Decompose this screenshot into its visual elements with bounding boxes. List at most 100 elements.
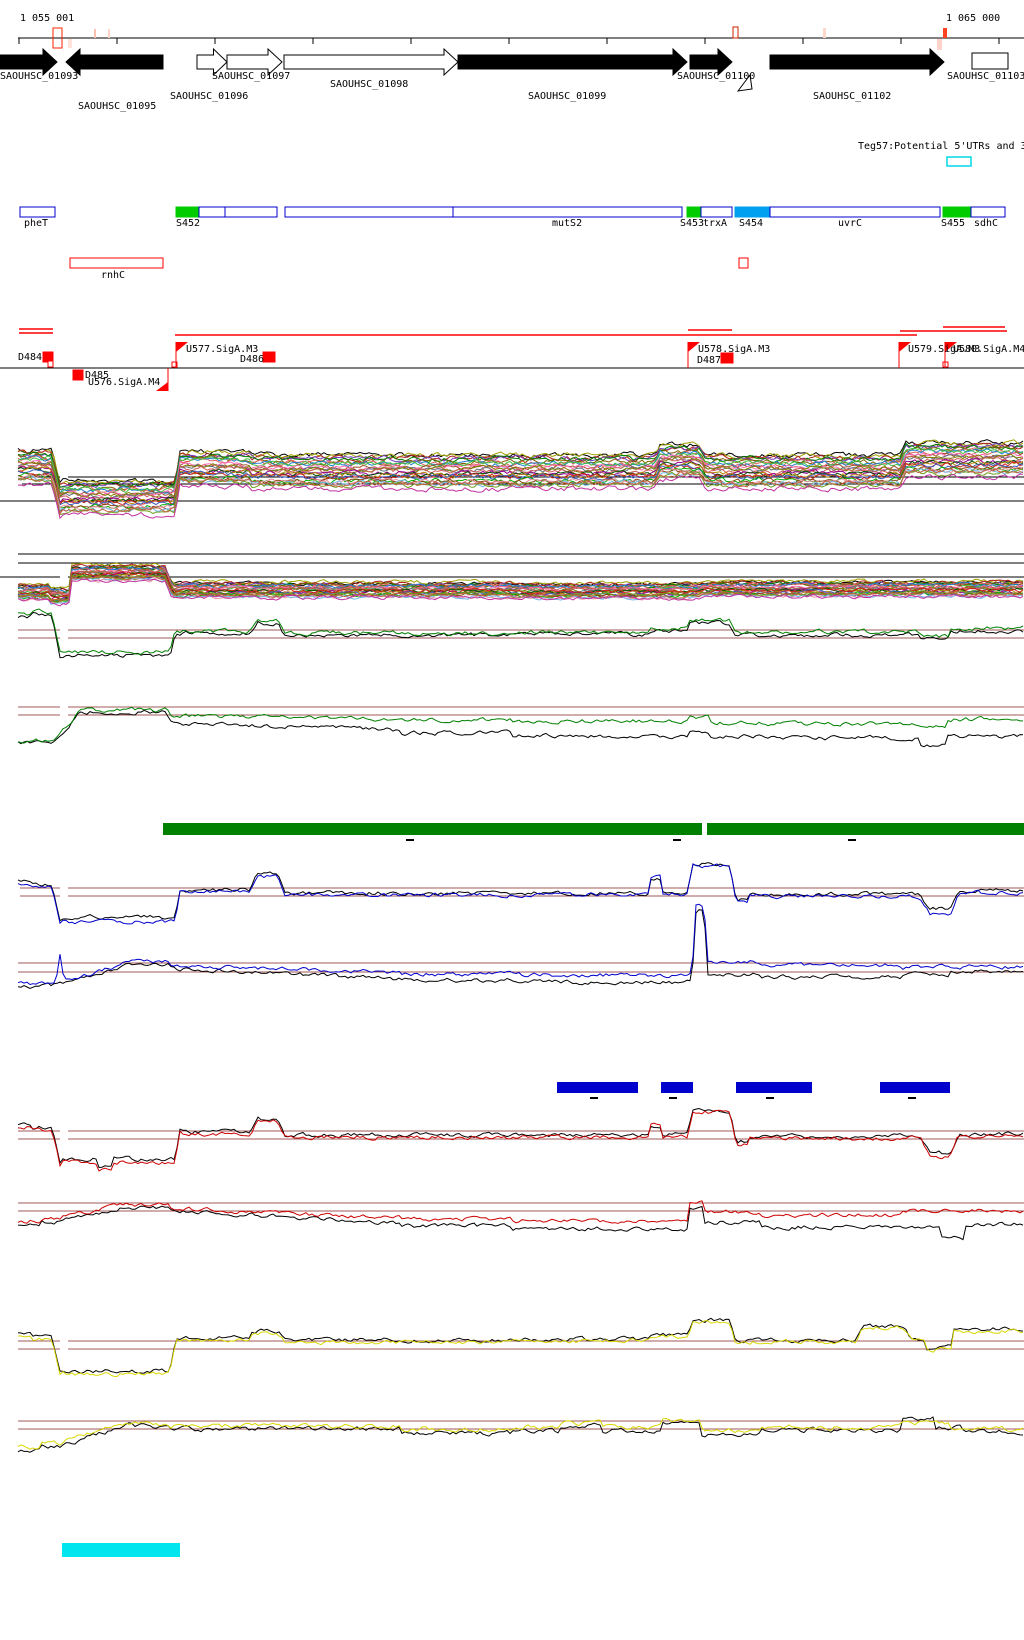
terminator-mark[interactable]: [171, 361, 178, 368]
feature-label-mutS2: mutS2: [552, 218, 583, 229]
feature-S453[interactable]: [686, 206, 702, 218]
feature-pheT[interactable]: [19, 206, 56, 218]
utr-note-box[interactable]: [946, 156, 972, 167]
feature-rnhC[interactable]: [69, 257, 164, 269]
gene-label-SAOUHSC_01095: SAOUHSC_01095: [78, 101, 157, 112]
ruler-mark[interactable]: [732, 26, 739, 39]
gene-SAOUHSC_01099[interactable]: [457, 47, 688, 77]
feature-trxA[interactable]: [700, 206, 733, 218]
utr-region-box[interactable]: [62, 1543, 180, 1557]
feature-small-red-box[interactable]: [738, 257, 749, 269]
strand-tick: [673, 839, 681, 841]
tiling-array-all-samples-1[interactable]: [0, 439, 1024, 520]
terminator-mark[interactable]: [72, 369, 84, 381]
promoter-flag-U576.SigA.M4[interactable]: [156, 382, 168, 391]
gene-SAOUHSC_01093[interactable]: [0, 47, 58, 77]
red-condition-track-2[interactable]: [17, 1200, 1024, 1241]
strand-tick: [908, 1097, 916, 1099]
signal-line: [17, 447, 1024, 494]
signal-line: [17, 706, 1023, 744]
promoter-flag-U580.SigA.M4[interactable]: [945, 342, 957, 352]
ruler-mark[interactable]: [52, 27, 63, 49]
transcript-bar-blue[interactable]: [661, 1082, 693, 1093]
red-condition-track-1[interactable]: [17, 1107, 1024, 1172]
signal-line: [17, 575, 1024, 602]
terminator-mark[interactable]: [262, 351, 276, 363]
feature-mutS2[interactable]: [284, 206, 683, 218]
signal-line: [18, 1320, 1024, 1378]
feature-row-genes[interactable]: [19, 206, 1006, 218]
signal-line: [17, 452, 1024, 498]
feature-S454[interactable]: [734, 206, 771, 218]
transcript-bar-blue-track[interactable]: [557, 1082, 950, 1099]
signal-line: [18, 467, 1024, 515]
tiling-array-all-samples-2[interactable]: [0, 553, 1024, 607]
ruler-end-coordinate: 1 065 000: [946, 13, 1001, 24]
gene-track[interactable]: [0, 47, 1009, 92]
bottom-utr-track: [62, 1543, 180, 1557]
feature-S452-box2[interactable]: [224, 206, 278, 218]
strand-tick: [669, 1097, 677, 1099]
transcript-bar-green-track[interactable]: [163, 823, 1024, 841]
feature-label-S455: S455: [941, 218, 966, 229]
transcript-bar-green[interactable]: [163, 823, 702, 835]
promoter-flag-U579.SigA.M3[interactable]: [899, 342, 911, 352]
gene-SAOUHSC_01095[interactable]: [65, 47, 164, 77]
feature-S452-box1[interactable]: [198, 206, 226, 218]
green-condition-track-1[interactable]: [17, 608, 1024, 659]
ruler-mark[interactable]: [108, 29, 110, 38]
feature-label-uvrC: uvrC: [838, 218, 863, 229]
ruler-mark[interactable]: [68, 39, 72, 48]
gene-SAOUHSC_01097[interactable]: [226, 47, 283, 77]
signal-line: [17, 862, 1024, 922]
yellow-condition-track-1[interactable]: [17, 1317, 1024, 1378]
gene-SAOUHSC_01098[interactable]: [283, 47, 459, 77]
feature-S452[interactable]: [175, 206, 200, 218]
gene-label-SAOUHSC_01096: SAOUHSC_01096: [170, 91, 249, 102]
transcript-bar-blue[interactable]: [557, 1082, 638, 1093]
feature-label-sdhC: sdhC: [974, 218, 999, 229]
gene-SAOUHSC_01102[interactable]: [769, 47, 945, 77]
feature-sdhC[interactable]: [970, 206, 1006, 218]
terminator-mark[interactable]: [47, 360, 54, 368]
signal-line: [17, 1317, 1024, 1374]
signal-line: [17, 863, 1024, 925]
feature-row-misc[interactable]: [69, 257, 749, 269]
terminator-mark[interactable]: [720, 352, 734, 364]
strand-tick: [590, 1097, 598, 1099]
gene-label-SAOUHSC_01100: SAOUHSC_01100: [677, 71, 756, 82]
signal-line: [17, 1200, 1024, 1224]
gene-label-SAOUHSC_01103: SAOUHSC_01103: [947, 71, 1024, 82]
green-condition-track-2[interactable]: [17, 706, 1024, 748]
ruler-mark[interactable]: [94, 29, 96, 38]
blue-condition-track-2[interactable]: [17, 903, 1024, 990]
promoter-flag-U578.SigA.M3[interactable]: [688, 342, 700, 352]
feature-S455[interactable]: [942, 206, 971, 218]
signal-line: [17, 1417, 1024, 1450]
blue-condition-track-1[interactable]: [17, 862, 1024, 925]
gene-SAOUHSC_01100[interactable]: [689, 47, 733, 77]
yellow-condition-track-2[interactable]: [17, 1416, 1024, 1453]
gene-SAOUHSC_01096[interactable]: [196, 47, 228, 77]
coordinate-ruler[interactable]: [18, 26, 1024, 50]
strand-tick: [406, 839, 414, 841]
terminator-label-D486: D486: [240, 354, 265, 365]
partial-orf-arrowhead[interactable]: [736, 73, 753, 92]
feature-label-rnhC: rnhC: [101, 270, 126, 281]
transcript-bar-blue[interactable]: [736, 1082, 812, 1093]
promoter-terminator-track[interactable]: [0, 326, 1024, 391]
ruler-mark[interactable]: [943, 28, 947, 38]
signal-line: [17, 468, 1024, 516]
ruler-mark[interactable]: [937, 39, 942, 50]
utr-track-note: Teg57:Potential 5'UTRs and 3: [858, 141, 1024, 152]
transcript-bar-green[interactable]: [707, 823, 1024, 835]
signal-line: [17, 473, 1023, 520]
feature-uvrC[interactable]: [769, 206, 941, 218]
gene-SAOUHSC_01103[interactable]: [971, 52, 1009, 70]
promoter-flag-U577.SigA.M3[interactable]: [176, 342, 188, 352]
signal-line: [17, 566, 1024, 595]
transcript-bar-blue[interactable]: [880, 1082, 950, 1093]
ruler-mark[interactable]: [823, 28, 826, 38]
